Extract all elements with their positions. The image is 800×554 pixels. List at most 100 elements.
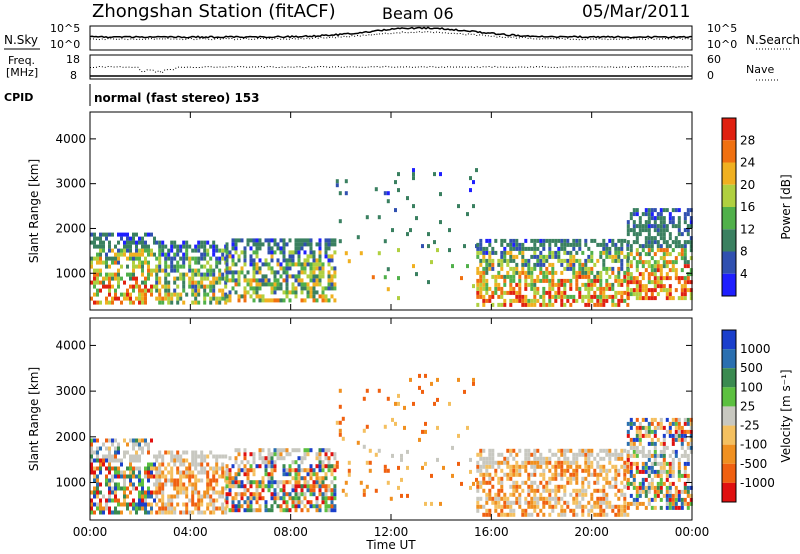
- power-cell: [228, 298, 232, 303]
- velocity-cell: [279, 480, 283, 485]
- velocity-cell: [338, 420, 342, 425]
- power-colorbar-swatch: [722, 162, 736, 185]
- velocity-cell: [267, 476, 271, 481]
- velocity-cell: [224, 506, 228, 511]
- power-cell: [596, 278, 600, 283]
- power-cell: [482, 274, 486, 279]
- velocity-cell: [147, 510, 150, 515]
- power-cell: [158, 260, 162, 265]
- power-cell: [554, 282, 558, 287]
- power-cell: [689, 248, 693, 253]
- power-cell: [617, 258, 621, 263]
- velocity-cell: [626, 464, 630, 469]
- velocity-cell: [108, 446, 111, 451]
- velocity-cell: [668, 505, 672, 510]
- velocity-cell: [479, 448, 483, 453]
- power-cell: [327, 286, 331, 291]
- velocity-cell: [563, 508, 567, 513]
- power-cell: [243, 274, 247, 279]
- power-cell: [686, 208, 690, 213]
- power-cell: [273, 242, 277, 247]
- velocity-cell: [324, 456, 328, 461]
- velocity-cell: [421, 389, 424, 394]
- power-cell: [114, 252, 117, 257]
- power-cell: [617, 298, 621, 303]
- velocity-cell: [457, 433, 460, 438]
- power-cell: [141, 236, 144, 241]
- power-cell: [650, 208, 654, 213]
- power-cell: [635, 212, 639, 217]
- power-cell: [617, 266, 621, 271]
- power-colorbar-tick: 28: [740, 133, 755, 147]
- velocity-cell: [533, 504, 537, 509]
- power-cell: [321, 294, 325, 299]
- power-cell: [288, 274, 292, 279]
- power-cell: [270, 250, 274, 255]
- velocity-cell: [365, 388, 369, 393]
- power-cell: [524, 262, 528, 267]
- velocity-cell: [614, 452, 618, 457]
- power-cell: [509, 266, 513, 271]
- velocity-cell: [123, 454, 126, 459]
- velocity-cell: [469, 469, 472, 474]
- velocity-cell: [587, 452, 591, 457]
- power-cell: [212, 296, 216, 301]
- velocity-cell: [647, 485, 651, 490]
- power-cell: [650, 236, 654, 241]
- velocity-cell: [530, 484, 534, 489]
- velocity-cell: [158, 498, 162, 503]
- power-cell: [647, 264, 651, 269]
- velocity-cell: [285, 452, 289, 457]
- power-cell: [653, 228, 657, 233]
- velocity-cell: [176, 470, 180, 475]
- power-cell: [132, 264, 135, 269]
- power-cell: [500, 254, 504, 259]
- power-cell: [656, 216, 660, 221]
- velocity-cell: [560, 468, 564, 473]
- velocity-cell: [318, 468, 322, 473]
- power-cell: [539, 262, 543, 267]
- power-cell: [324, 254, 328, 259]
- power-cell: [506, 262, 510, 267]
- power-cell: [668, 232, 672, 237]
- velocity-cell: [96, 446, 99, 451]
- power-cell: [548, 238, 552, 243]
- velocity-cell: [155, 454, 159, 459]
- velocity-cell: [485, 460, 489, 465]
- velocity-cell: [671, 437, 675, 442]
- power-cell: [197, 244, 201, 249]
- velocity-cell: [209, 450, 213, 455]
- power-cell: [617, 278, 621, 283]
- power-cell: [218, 256, 222, 261]
- velocity-cell: [626, 457, 630, 462]
- power-cell: [333, 270, 337, 275]
- power-cell: [99, 268, 102, 273]
- power-cell: [689, 216, 693, 221]
- power-colorbar-swatch: [722, 229, 736, 252]
- power-cell: [587, 294, 591, 299]
- velocity-cell: [212, 470, 216, 475]
- power-cell: [683, 264, 687, 269]
- velocity-cell: [267, 480, 271, 485]
- velocity-cell: [249, 508, 253, 513]
- velocity-cell: [237, 448, 241, 453]
- velocity-cell: [218, 466, 222, 471]
- velocity-cell: [132, 502, 135, 507]
- velocity-cell: [212, 510, 216, 515]
- power-cell: [575, 278, 579, 283]
- power-cell: [176, 276, 180, 281]
- velocity-cell: [158, 462, 162, 467]
- velocity-cell: [527, 456, 531, 461]
- velocity-cell: [225, 484, 229, 489]
- velocity-cell: [479, 480, 483, 485]
- power-cell: [662, 232, 666, 237]
- velocity-cell: [212, 478, 216, 483]
- velocity-cell: [482, 464, 486, 469]
- power-cell: [237, 274, 241, 279]
- power-cell: [221, 276, 225, 281]
- velocity-cell: [144, 490, 147, 495]
- velocity-cell: [491, 448, 495, 453]
- velocity-cell: [161, 510, 165, 515]
- velocity-cell: [123, 486, 126, 491]
- velocity-cell: [424, 429, 427, 434]
